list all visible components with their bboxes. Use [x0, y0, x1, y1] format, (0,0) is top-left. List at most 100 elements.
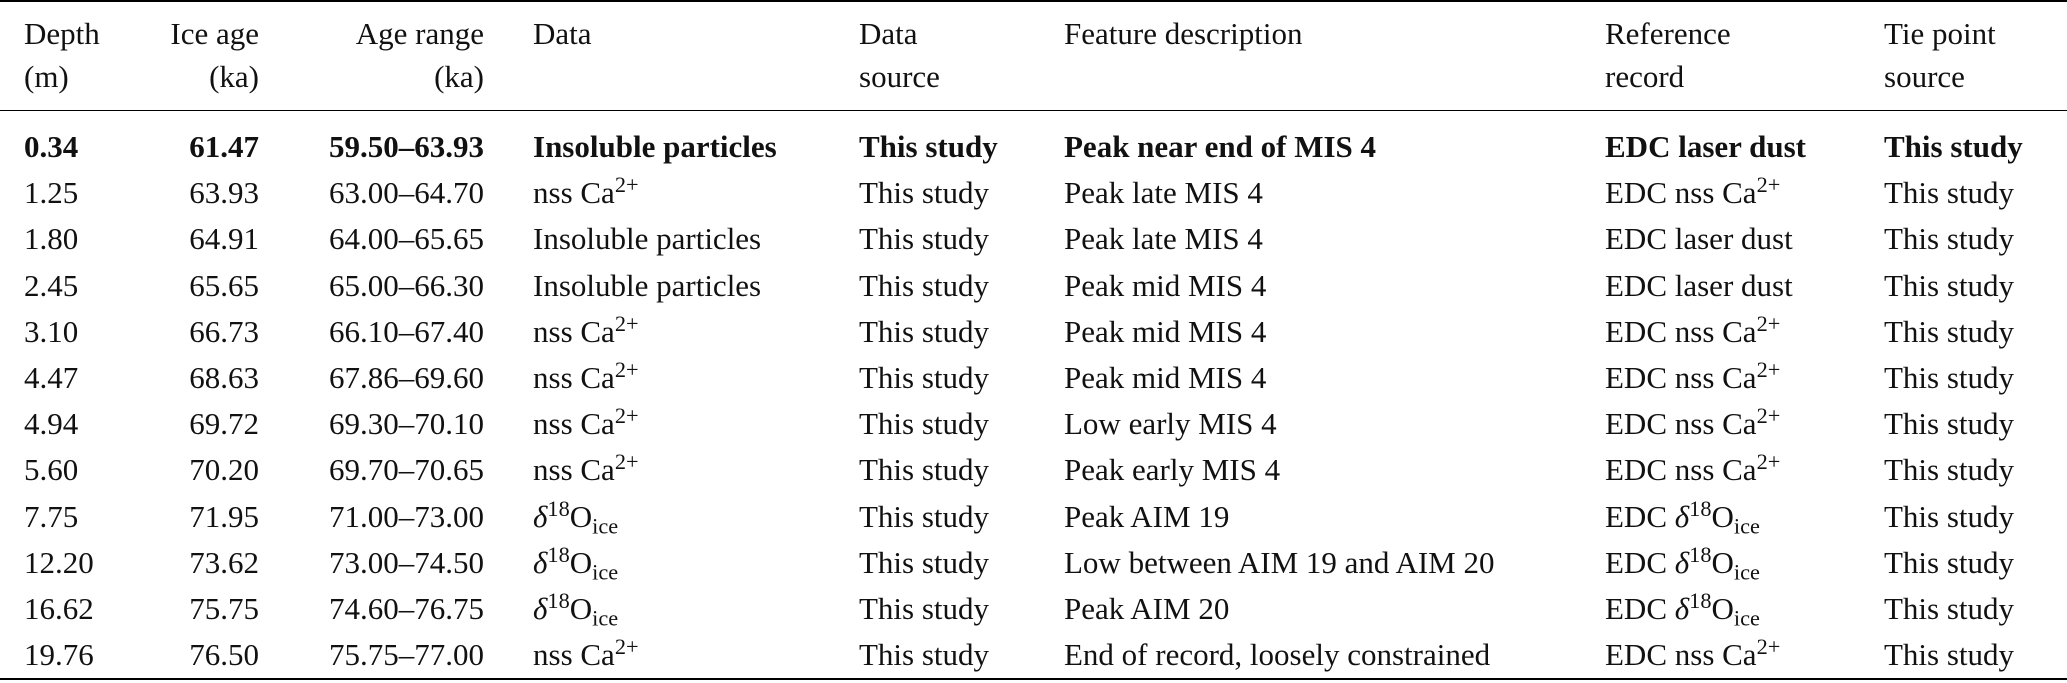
cell-ice-age: 63.93 — [189, 175, 259, 210]
cell-tie-point-source: This study — [1884, 637, 2015, 672]
cell-data-source: This study — [859, 221, 990, 256]
cell-depth: 16.62 — [24, 591, 94, 626]
cell-feature-description: Peak mid MIS 4 — [1064, 314, 1267, 349]
cell-reference-record: EDC nss Ca2+ — [1605, 356, 1781, 395]
cell-age-range: 66.10–67.40 — [329, 314, 484, 349]
cell-feature-description: Peak AIM 19 — [1064, 499, 1230, 534]
cell-age-range: 71.00–73.00 — [329, 499, 484, 534]
cell-depth: 12.20 — [24, 545, 94, 580]
cell-age-range: 69.30–70.10 — [329, 406, 484, 441]
table-row: 1.80 64.91 64.00–65.65 Insoluble particles T… — [0, 216, 2067, 262]
cell-depth: 2.45 — [24, 268, 79, 303]
cell-feature-description: End of record, loosely constrained — [1064, 637, 1491, 672]
cell-depth: 5.60 — [24, 452, 79, 487]
cell-reference-record: EDC nss Ca2+ — [1605, 633, 1781, 672]
cell-age-range: 59.50–63.93 — [329, 129, 484, 164]
header-tie-point-source: Tie point source — [1884, 16, 1996, 94]
cell-reference-record: EDC laser dust — [1605, 129, 1806, 164]
table-row: 3.10 66.73 66.10–67.40 nss Ca2+ This study Pe… — [0, 309, 2067, 355]
table-row: 1.25 63.93 63.00–64.70 nss Ca2+ This study Pe… — [0, 170, 2067, 216]
cell-ice-age: 71.95 — [189, 499, 259, 534]
table-row: 12.20 73.62 73.00–74.50 δ18Oice This study Lo… — [0, 540, 2067, 586]
table-row: 5.60 70.20 69.70–70.65 nss Ca2+ This study Pe… — [0, 447, 2067, 493]
cell-ice-age: 69.72 — [189, 406, 259, 441]
cell-data-source: This study — [859, 268, 990, 303]
cell-data: δ18Oice — [533, 541, 619, 585]
cell-tie-point-source: This study — [1884, 314, 2015, 349]
cell-ice-age: 66.73 — [189, 314, 259, 349]
cell-depth: 19.76 — [24, 637, 94, 672]
cell-tie-point-source: This study — [1884, 268, 2015, 303]
cell-data: nss Ca2+ — [533, 171, 639, 210]
cell-data: Insoluble particles — [533, 129, 777, 164]
cell-reference-record: EDC δ18Oice — [1605, 495, 1760, 539]
cell-data-source: This study — [859, 637, 990, 672]
table-row: 4.47 68.63 67.86–69.60 nss Ca2+ This study Pe… — [0, 355, 2067, 401]
cell-depth: 1.80 — [24, 221, 79, 256]
cell-ice-age: 70.20 — [189, 452, 259, 487]
cell-feature-description: Peak early MIS 4 — [1064, 452, 1281, 487]
cell-feature-description: Peak AIM 20 — [1064, 591, 1230, 626]
cell-depth: 7.75 — [24, 499, 79, 534]
cell-data-source: This study — [859, 314, 990, 349]
cell-tie-point-source: This study — [1884, 360, 2015, 395]
cell-data: nss Ca2+ — [533, 402, 639, 441]
cell-ice-age: 75.75 — [189, 591, 259, 626]
cell-depth: 1.25 — [24, 175, 79, 210]
cell-data-source: This study — [859, 591, 990, 626]
cell-feature-description: Peak late MIS 4 — [1064, 175, 1263, 210]
cell-feature-description: Low between AIM 19 and AIM 20 — [1064, 545, 1495, 580]
cell-tie-point-source: This study — [1884, 545, 2015, 580]
cell-data-source: This study — [859, 129, 998, 164]
table-top-rule — [0, 0, 2067, 2]
cell-tie-point-source: This study — [1884, 221, 2015, 256]
cell-data: Insoluble particles — [533, 268, 762, 303]
table-row: 0.34 61.47 59.50–63.93 Insoluble particles T… — [0, 124, 2067, 170]
cell-age-range: 73.00–74.50 — [329, 545, 484, 580]
header-depth: Depth (m) — [24, 16, 100, 94]
header-rule — [0, 110, 2067, 111]
cell-data: δ18Oice — [533, 587, 619, 631]
cell-reference-record: EDC nss Ca2+ — [1605, 310, 1781, 349]
table-row: 7.75 71.95 71.00–73.00 δ18Oice This study Pea… — [0, 494, 2067, 540]
table-row: 19.76 76.50 75.75–77.00 nss Ca2+ This study E… — [0, 632, 2067, 678]
cell-ice-age: 73.62 — [189, 545, 259, 580]
cell-ice-age: 61.47 — [189, 129, 259, 164]
cell-tie-point-source: This study — [1884, 499, 2015, 534]
cell-depth: 4.47 — [24, 360, 79, 395]
cell-feature-description: Low early MIS 4 — [1064, 406, 1277, 441]
cell-data: nss Ca2+ — [533, 356, 639, 395]
cell-data: nss Ca2+ — [533, 448, 639, 487]
cell-feature-description: Peak mid MIS 4 — [1064, 268, 1267, 303]
cell-data-source: This study — [859, 452, 990, 487]
cell-ice-age: 68.63 — [189, 360, 259, 395]
cell-age-range: 63.00–64.70 — [329, 175, 484, 210]
cell-tie-point-source: This study — [1884, 175, 2015, 210]
table-row: 2.45 65.65 65.00–66.30 Insoluble particles T… — [0, 263, 2067, 309]
cell-depth: 3.10 — [24, 314, 79, 349]
cell-reference-record: EDC laser dust — [1605, 268, 1793, 303]
cell-data: δ18Oice — [533, 495, 619, 539]
cell-age-range: 69.70–70.65 — [329, 452, 484, 487]
cell-reference-record: EDC nss Ca2+ — [1605, 402, 1781, 441]
cell-data-source: This study — [859, 406, 990, 441]
cell-data-source: This study — [859, 545, 990, 580]
header-reference-record: Reference record — [1605, 16, 1731, 94]
cell-feature-description: Peak late MIS 4 — [1064, 221, 1263, 256]
cell-data-source: This study — [859, 360, 990, 395]
cell-age-range: 74.60–76.75 — [329, 591, 484, 626]
cell-reference-record: EDC nss Ca2+ — [1605, 171, 1781, 210]
header-feature-description: Feature description — [1064, 16, 1303, 51]
cell-tie-point-source: This study — [1884, 129, 2023, 164]
cell-data: nss Ca2+ — [533, 310, 639, 349]
cell-depth: 0.34 — [24, 129, 79, 164]
cell-feature-description: Peak mid MIS 4 — [1064, 360, 1267, 395]
cell-ice-age: 65.65 — [189, 268, 259, 303]
cell-age-range: 67.86–69.60 — [329, 360, 484, 395]
table-row: 16.62 75.75 74.60–76.75 δ18Oice This study Pe… — [0, 586, 2067, 632]
cell-feature-description: Peak near end of MIS 4 — [1064, 129, 1377, 164]
header-age-range: Age range (ka) — [355, 16, 484, 94]
header-data: Data — [533, 16, 592, 51]
cell-age-range: 75.75–77.00 — [329, 637, 484, 672]
cell-data: nss Ca2+ — [533, 633, 639, 672]
